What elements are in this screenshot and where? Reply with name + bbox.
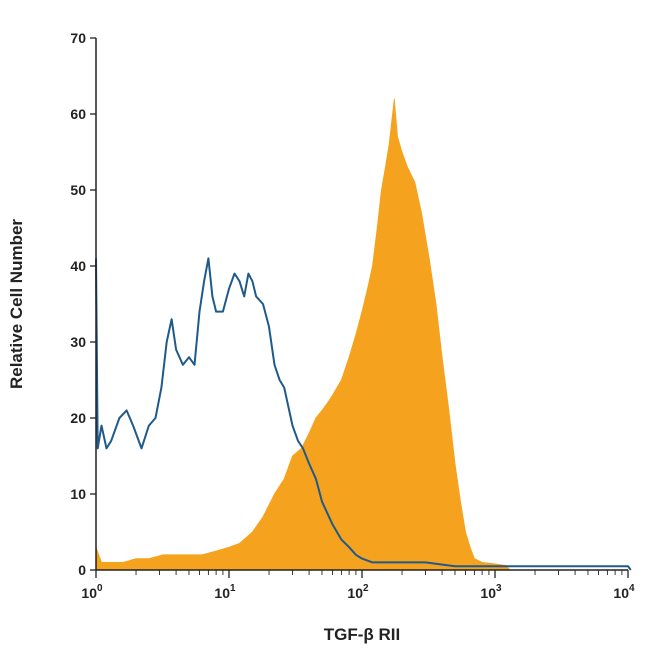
y-tick-label: 60 <box>70 106 86 122</box>
x-tick-label: 102 <box>347 583 369 601</box>
x-tick-label: 101 <box>214 583 236 601</box>
x-tick-label: 104 <box>613 583 635 601</box>
y-tick-label: 10 <box>70 486 86 502</box>
y-tick-label: 50 <box>70 182 86 198</box>
ticks: 0 10 20 30 40 50 60 70 100 101 102 103 104 <box>70 30 635 601</box>
x-tick-label: 103 <box>480 583 502 601</box>
histogram-line-series <box>95 257 632 571</box>
y-tick-label: 30 <box>70 334 86 350</box>
y-tick-label: 0 <box>78 562 86 578</box>
y-tick-label: 40 <box>70 258 86 274</box>
x-tick-label: 100 <box>81 583 103 601</box>
y-tick-label: 70 <box>70 30 86 46</box>
plot-area <box>95 98 632 571</box>
histogram-filled-series <box>95 98 512 571</box>
y-tick-label: 20 <box>70 410 86 426</box>
x-axis-title: TGF-β RII <box>324 625 400 644</box>
y-axis-title: Relative Cell Number <box>7 219 26 389</box>
